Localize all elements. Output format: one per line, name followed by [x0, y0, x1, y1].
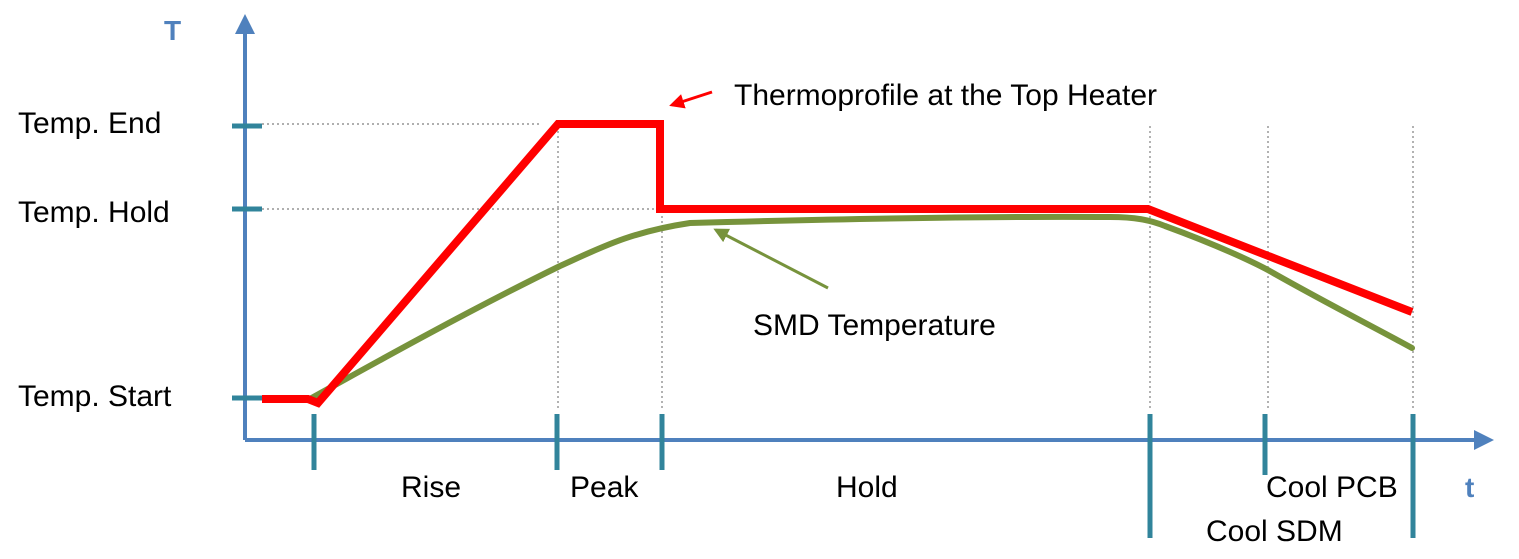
phase-label-rise: Rise [401, 471, 461, 504]
phase-label-peak: Peak [570, 471, 639, 504]
phase-label-hold: Hold [836, 471, 898, 504]
phase-label-cool-pcb: Cool PCB [1266, 471, 1398, 504]
smd-annotation-arrow [713, 228, 829, 290]
phase-label-cool-sdm: Cool SDM [1206, 515, 1343, 548]
y-ticks [232, 123, 262, 401]
label-temp-hold: Temp. Hold [18, 196, 170, 229]
smd-temperature-curve [305, 213, 1415, 403]
x-ticks [311, 414, 1416, 538]
heater-annotation-text: Thermoprofile at the Top Heater [734, 79, 1157, 112]
guide-lines [262, 123, 1414, 410]
y-axis-label: T [164, 15, 181, 46]
heater-annotation-arrow [669, 90, 713, 109]
smd-annotation-text: SMD Temperature [753, 309, 996, 342]
x-axis-label: t [1465, 472, 1474, 503]
heater-thermoprofile-line [262, 120, 1414, 408]
label-temp-start: Temp. Start [18, 380, 172, 413]
label-temp-end: Temp. End [18, 107, 161, 140]
